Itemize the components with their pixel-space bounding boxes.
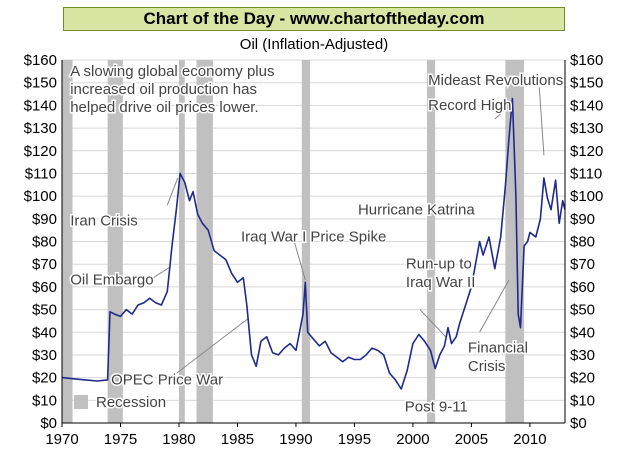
y-tick-right-7: $70	[570, 256, 595, 273]
annotation-leader-3	[293, 239, 306, 281]
y-tick-right-13: $130	[570, 120, 603, 137]
annotation-10: Post 9-11	[405, 399, 468, 416]
y-tick-left-12: $120	[24, 143, 57, 160]
y-tick-left-4: $40	[32, 324, 57, 341]
annotation-4: Oil Embargo	[70, 272, 153, 289]
y-tick-left-11: $110	[25, 165, 57, 182]
y-tick-left-2: $20	[32, 370, 57, 387]
y-tick-left-14: $140	[24, 97, 57, 114]
y-tick-right-14: $140	[570, 97, 603, 114]
annotation-7: Hurricane Katrina	[358, 201, 475, 218]
y-tick-right-15: $150	[570, 75, 603, 92]
recession-band-6	[505, 60, 525, 423]
y-tick-right-9: $90	[570, 211, 595, 228]
annotation-leader-2	[170, 318, 249, 379]
annotation-11: Financial	[468, 340, 528, 357]
x-tick-4: 1990	[279, 431, 312, 448]
annotation-leader-4	[419, 309, 447, 338]
x-tick-5: 1995	[338, 431, 371, 448]
y-tick-left-7: $70	[32, 256, 57, 273]
legend-recession-swatch	[74, 395, 88, 409]
annotation-leader-6	[494, 105, 511, 120]
y-tick-left-15: $150	[24, 75, 57, 92]
y-tick-right-0: $0	[570, 415, 587, 432]
chart-banner: Chart of the Day - www.chartoftheday.com	[63, 7, 565, 31]
y-tick-right-3: $30	[570, 347, 595, 364]
annotation-2: helped drive oil prices lower.	[70, 99, 258, 116]
annotation-6: Iraq War I Price Spike	[241, 229, 386, 246]
y-tick-left-8: $80	[32, 234, 57, 251]
y-tick-right-10: $100	[570, 188, 603, 205]
recession-band-4	[301, 60, 310, 423]
recession-band-1	[107, 60, 123, 423]
recession-band-3	[196, 60, 213, 423]
y-tick-left-5: $50	[32, 302, 57, 319]
annotation-13: Mideast Revolutions	[428, 72, 563, 89]
y-tick-left-1: $10	[32, 392, 57, 409]
recession-band-5	[426, 60, 436, 423]
annotation-12: Crisis	[468, 358, 506, 375]
x-tick-3: 1985	[221, 431, 254, 448]
annotation-0: A slowing global economy plus	[70, 63, 274, 80]
y-tick-left-9: $90	[32, 211, 57, 228]
annotation-14: Record High	[428, 97, 511, 114]
annotation-8: Run-up to	[406, 256, 472, 273]
y-tick-right-16: $160	[570, 52, 603, 69]
y-tick-right-6: $60	[570, 279, 595, 296]
y-tick-left-10: $100	[24, 188, 57, 205]
recession-band-2	[178, 60, 185, 423]
y-tick-left-3: $30	[32, 347, 57, 364]
y-tick-left-0: $0	[40, 415, 57, 432]
annotation-5: OPEC Price War	[111, 371, 223, 388]
series-line-0	[61, 97, 566, 390]
y-tick-right-11: $110	[570, 165, 602, 182]
x-tick-2: 1980	[162, 431, 195, 448]
annotation-leader-5	[479, 279, 510, 333]
y-tick-left-13: $130	[24, 120, 57, 137]
annotation-3: Iran Crisis	[70, 213, 138, 230]
annotation-9: Iraq War II	[406, 274, 475, 291]
y-tick-left-6: $60	[32, 279, 57, 296]
y-tick-right-12: $120	[570, 143, 603, 160]
y-tick-right-8: $80	[570, 234, 595, 251]
x-tick-0: 1970	[45, 431, 78, 448]
annotation-1: increased oil production has	[70, 81, 257, 98]
y-tick-right-5: $50	[570, 302, 595, 319]
y-tick-right-1: $10	[570, 392, 595, 409]
annotation-leader-1	[152, 266, 172, 279]
y-tick-right-2: $20	[570, 370, 595, 387]
annotation-leader-7	[538, 87, 545, 156]
y-tick-left-16: $160	[24, 52, 57, 69]
x-tick-7: 2005	[455, 431, 488, 448]
recession-band-0	[62, 60, 73, 423]
chart-title: Oil (Inflation-Adjusted)	[239, 36, 389, 53]
y-tick-right-4: $40	[570, 324, 595, 341]
x-tick-1: 1975	[104, 431, 137, 448]
annotation-leader-0	[166, 177, 179, 206]
legend-recession-label: Recession	[96, 394, 166, 411]
x-tick-8: 2010	[513, 431, 546, 448]
x-tick-6: 2000	[396, 431, 429, 448]
